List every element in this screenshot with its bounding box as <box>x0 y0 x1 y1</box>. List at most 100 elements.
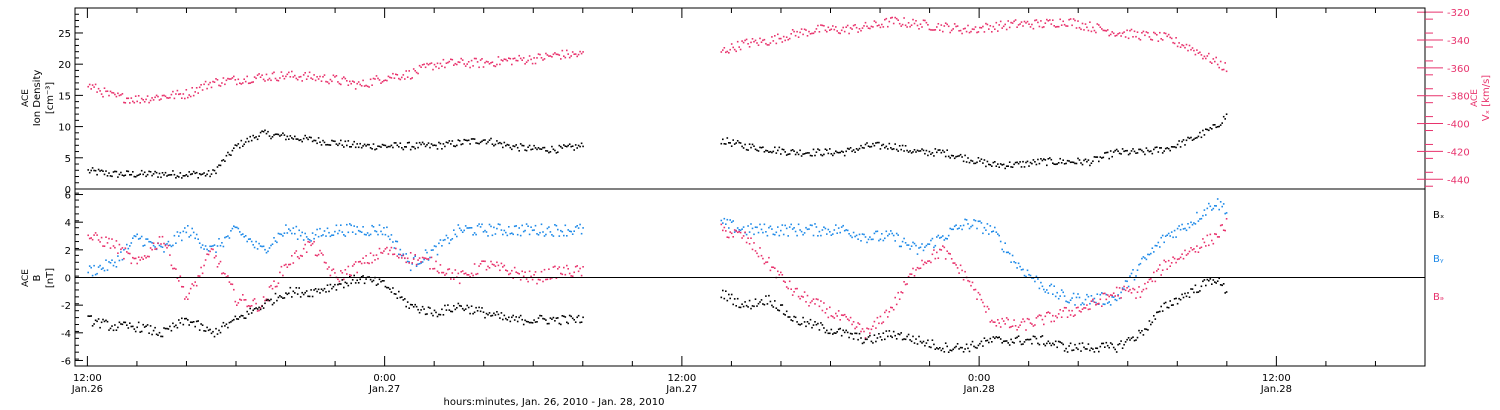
bz-point <box>334 272 336 274</box>
ion-density-point <box>1164 147 1167 150</box>
vx-point <box>320 80 323 82</box>
vx-point <box>250 81 253 84</box>
bx-point <box>854 332 856 335</box>
ion-density-point <box>1019 161 1021 163</box>
ion-density-point <box>236 144 238 147</box>
vx-point <box>537 53 540 55</box>
by-point <box>1156 245 1158 247</box>
ion-density-point <box>461 143 464 145</box>
bx-point <box>1151 321 1154 324</box>
vx-point <box>105 90 107 93</box>
by-point <box>401 254 403 257</box>
bx-point <box>879 336 882 338</box>
bz-point <box>858 323 861 325</box>
by-point <box>451 238 454 240</box>
bz-point <box>976 298 978 300</box>
bz-point <box>1108 295 1110 298</box>
by-point <box>924 246 926 248</box>
bx-point <box>821 324 824 326</box>
bx-point <box>1104 346 1106 348</box>
by-point <box>772 233 775 236</box>
vx-point <box>817 24 819 27</box>
bz-point <box>182 286 185 288</box>
bx-point <box>117 326 119 329</box>
bz-point <box>310 244 312 247</box>
bz-point <box>294 252 296 254</box>
by-point <box>863 233 865 236</box>
bx-point <box>1218 277 1220 280</box>
bz-point <box>548 268 550 270</box>
bz-point <box>780 271 782 274</box>
vx-point <box>959 29 962 32</box>
bz-point <box>751 248 754 251</box>
vx-point <box>1019 23 1021 25</box>
vx-point <box>216 79 219 81</box>
vx-point <box>814 30 816 33</box>
vx-point <box>411 77 413 79</box>
bz-point <box>904 283 907 286</box>
bx-point <box>726 299 729 302</box>
vx-point <box>1115 34 1118 37</box>
bz-point <box>502 266 504 268</box>
vx-point <box>805 29 807 31</box>
bx-point <box>233 318 235 321</box>
bx-point <box>158 331 161 334</box>
bx-point <box>258 306 260 309</box>
vx-point <box>925 21 928 24</box>
bz-point <box>1154 280 1157 283</box>
bz-point <box>344 269 347 271</box>
bx-point <box>1013 342 1015 344</box>
ion-density-point <box>982 162 984 164</box>
bx-point <box>1129 339 1131 341</box>
by-point <box>1053 285 1055 287</box>
bz-point <box>295 250 298 252</box>
bx-point <box>390 291 393 293</box>
vx-point <box>1145 31 1148 33</box>
bz-point <box>366 262 369 264</box>
by-point <box>91 274 94 277</box>
by-point <box>173 234 176 237</box>
ion-density-point <box>882 143 885 146</box>
ion-density-point <box>360 146 363 149</box>
by-point <box>989 225 992 227</box>
bz-point <box>849 316 852 319</box>
vx-point <box>195 87 198 89</box>
ion-density-point <box>934 148 937 150</box>
bz-point <box>103 245 106 247</box>
ion-density-point <box>748 143 751 145</box>
vx-point <box>1075 27 1078 29</box>
vx-point <box>350 82 352 85</box>
vx-point <box>374 78 376 80</box>
by-point <box>1139 262 1142 265</box>
by-point <box>973 219 975 221</box>
bz-point <box>476 272 479 275</box>
vx-point <box>824 29 827 32</box>
ion-density-point <box>1175 146 1177 149</box>
bx-point <box>1031 342 1033 345</box>
bz-point <box>1083 307 1085 309</box>
vx-point <box>885 17 888 20</box>
by-point <box>939 237 941 239</box>
by-point <box>1032 277 1035 279</box>
bx-point <box>986 339 989 342</box>
by-point <box>354 233 357 235</box>
by-point <box>314 234 317 236</box>
bz-point <box>1072 315 1075 317</box>
bx-point <box>1219 284 1222 286</box>
vx-point <box>1062 20 1064 23</box>
bz-point <box>503 264 506 267</box>
ion-density-point <box>788 153 791 155</box>
bz-point <box>1133 288 1136 291</box>
bz-point <box>1062 310 1064 312</box>
by-point <box>319 227 321 230</box>
bx-point <box>742 305 745 308</box>
ion-density-point <box>325 144 327 146</box>
ion-density-point <box>986 160 989 163</box>
ion-density-point <box>939 149 941 151</box>
bz-point <box>363 262 366 264</box>
bz-point <box>472 274 474 277</box>
ion-density-point <box>1069 161 1072 164</box>
vx-point <box>852 24 855 27</box>
by-point <box>384 233 387 236</box>
ion-density-point <box>317 137 320 139</box>
